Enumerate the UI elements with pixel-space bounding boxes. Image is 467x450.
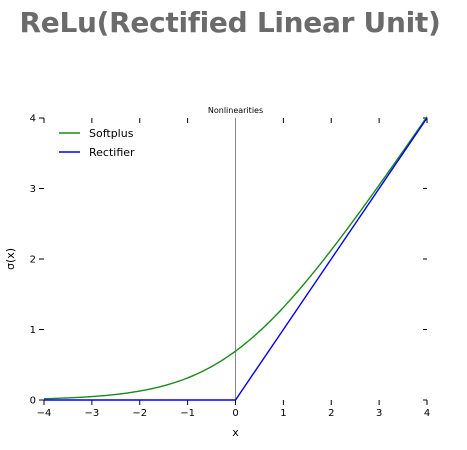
series-line-rectifier <box>44 117 428 401</box>
y-axis-title: σ(x) <box>4 248 17 270</box>
chart-title: Nonlinearities <box>208 106 263 115</box>
legend-label-softplus: Softplus <box>89 127 134 140</box>
page-title: ReLu(Rectified Linear Unit) <box>19 6 441 39</box>
y-tick-label: 2 <box>30 255 36 266</box>
x-tick-label: 4 <box>424 408 430 419</box>
x-axis-title: x <box>232 426 239 439</box>
x-tick-label: 2 <box>328 408 334 419</box>
legend-label-rectifier: Rectifier <box>89 146 135 159</box>
y-tick-label: 1 <box>30 325 36 336</box>
x-tick-label: 0 <box>232 408 238 419</box>
legend: Softplus Rectifier <box>59 127 135 159</box>
x-tick-label: −4 <box>37 408 52 419</box>
series-group <box>43 116 428 401</box>
x-tick-label: −3 <box>85 408 100 419</box>
axes-group: −4 −3 −2 −1 0 1 2 3 4 0 1 2 3 4 <box>30 114 431 420</box>
x-tick-label: −1 <box>180 408 195 419</box>
x-tick-label: −2 <box>132 408 147 419</box>
y-tick-label: 0 <box>30 396 36 407</box>
y-tick-label: 4 <box>30 114 36 125</box>
x-tick-label: 3 <box>376 408 382 419</box>
series-line-softplus <box>43 116 428 400</box>
y-tick-label: 3 <box>30 184 36 195</box>
x-tick-label: 1 <box>280 408 286 419</box>
